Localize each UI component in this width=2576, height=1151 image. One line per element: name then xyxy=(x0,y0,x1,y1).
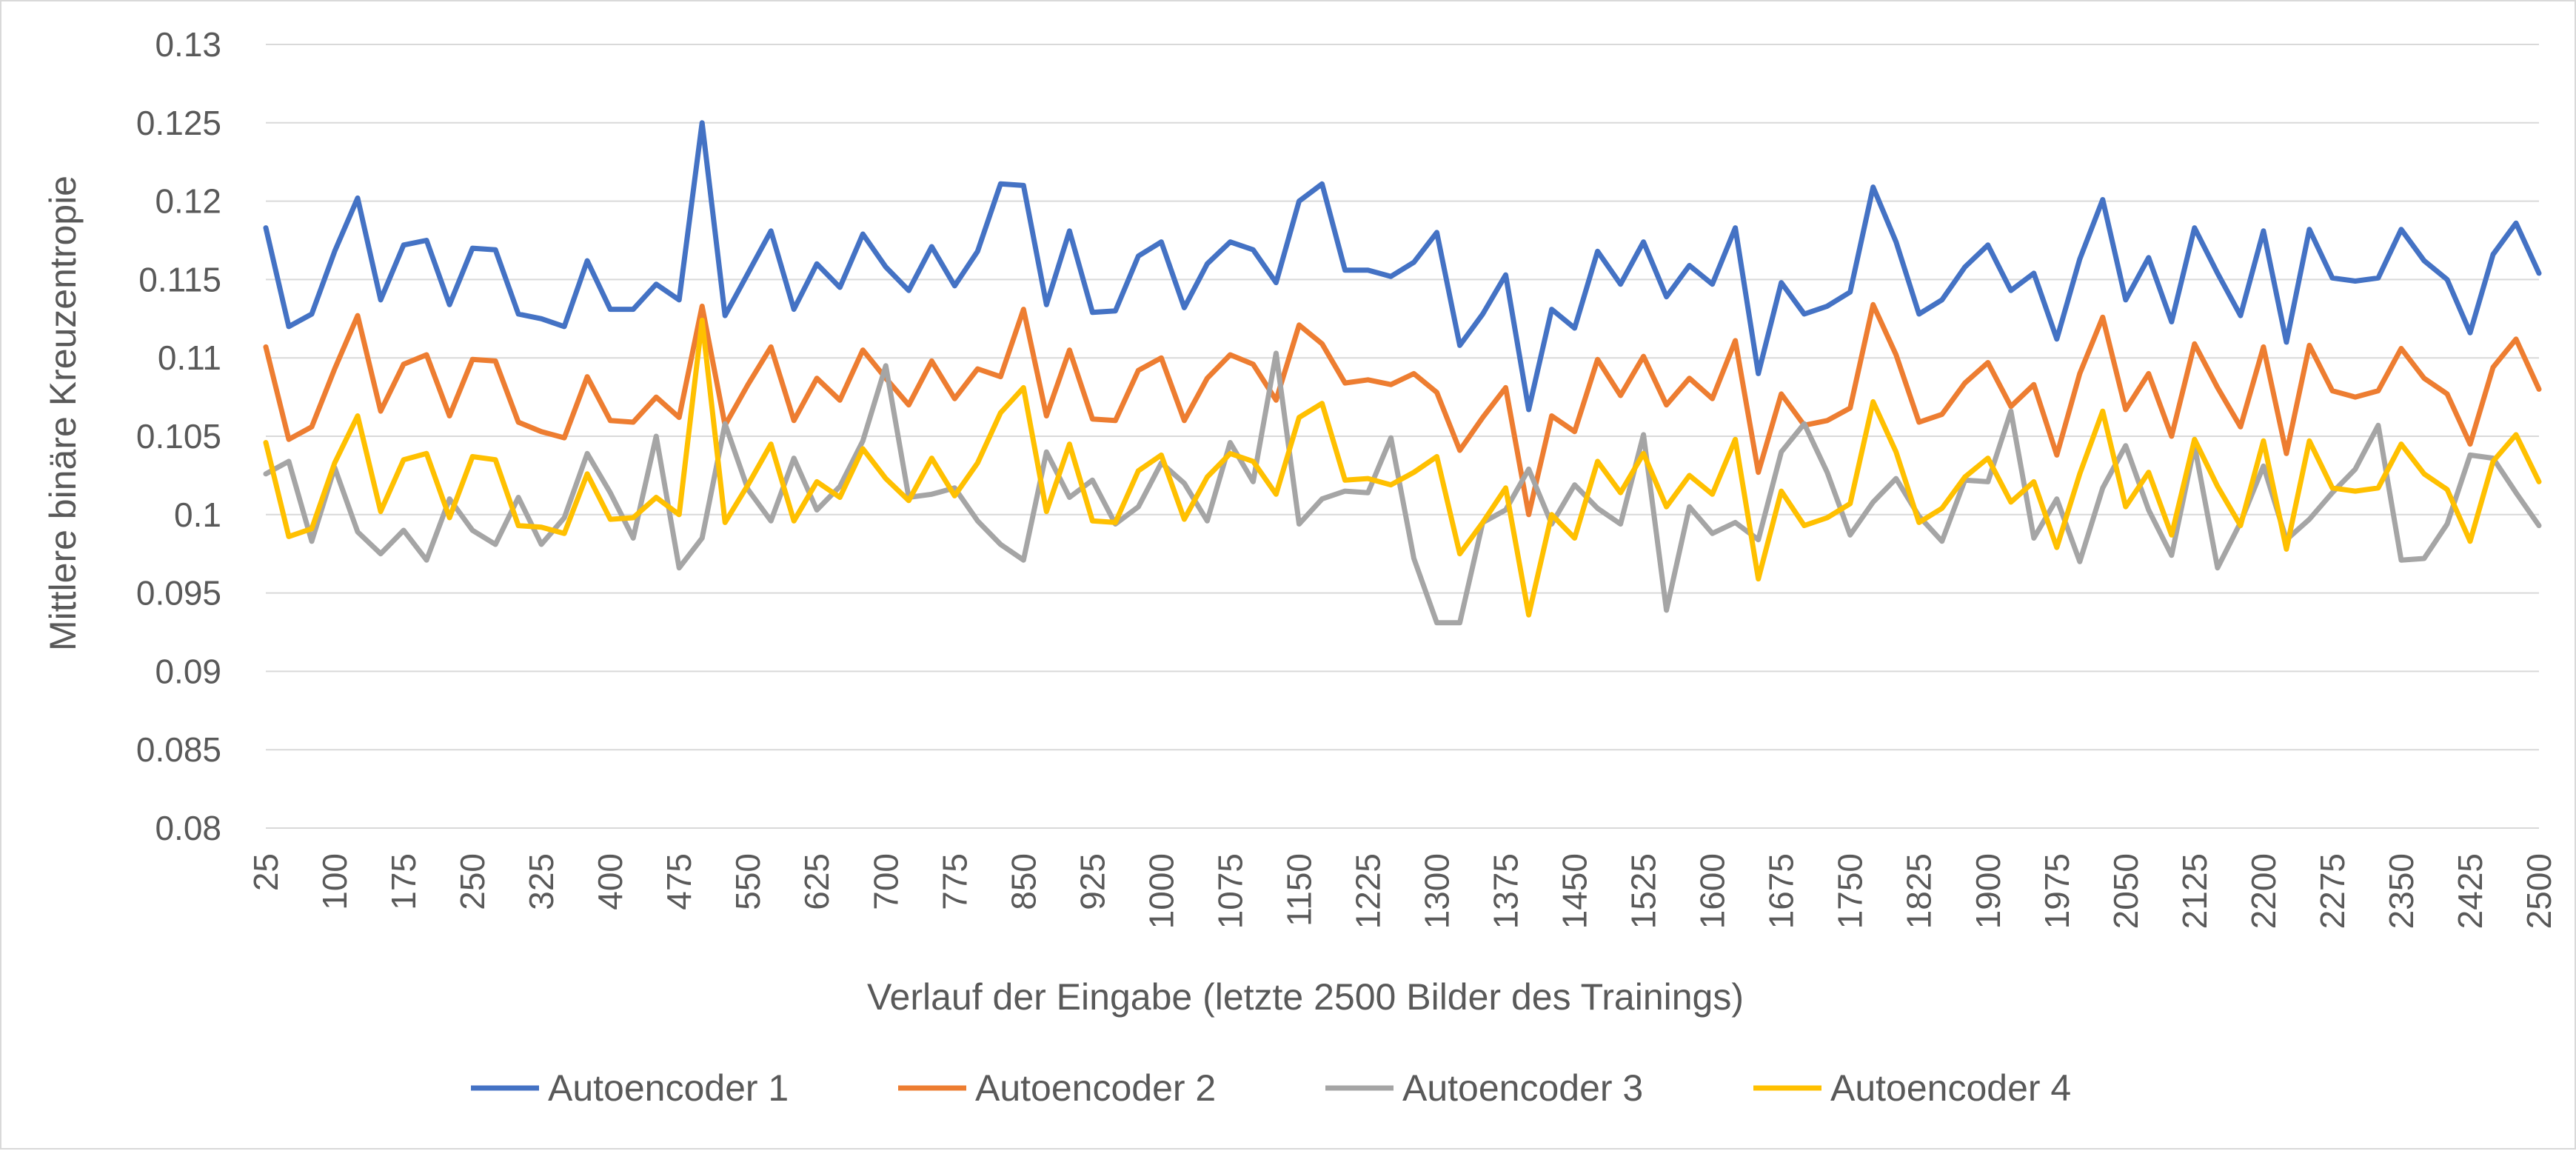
y-axis-title: Mittlere binäre Kreuzentropie xyxy=(42,176,84,651)
x-tick-label: 175 xyxy=(384,853,423,910)
x-tick-label: 1675 xyxy=(1762,853,1801,929)
series-line-autoencoder-1 xyxy=(263,120,2542,413)
x-tick-label: 1975 xyxy=(2038,853,2076,929)
y-tick-label: 0.12 xyxy=(155,182,221,221)
legend-label: Autoencoder 3 xyxy=(1402,1067,1643,1109)
y-tick-label: 0.115 xyxy=(138,260,221,298)
x-tick-label: 2425 xyxy=(2451,853,2489,929)
x-tick-label: 2350 xyxy=(2382,853,2421,929)
series-lines xyxy=(263,120,2542,626)
x-tick-label: 625 xyxy=(797,853,836,910)
x-tick-label: 1000 xyxy=(1142,853,1180,929)
x-tick-label: 325 xyxy=(522,853,561,910)
y-tick-label: 0.11 xyxy=(158,338,221,377)
legend-label: Autoencoder 2 xyxy=(975,1067,1216,1109)
y-axis-ticks: 0.08 0.085 0.09 0.095 0.1 0.105 0.11 0.115 0.12 0… xyxy=(136,25,221,847)
x-tick-label: 1525 xyxy=(1625,853,1663,929)
x-tick-label: 700 xyxy=(866,853,905,910)
x-tick-label: 2050 xyxy=(2107,853,2145,929)
x-tick-label: 550 xyxy=(729,853,767,910)
x-tick-label: 2125 xyxy=(2175,853,2214,929)
x-tick-label: 100 xyxy=(315,853,354,910)
legend-label: Autoencoder 4 xyxy=(1830,1067,2071,1109)
x-tick-label: 2275 xyxy=(2313,853,2352,929)
series-line-autoencoder-2 xyxy=(263,301,2542,518)
x-tick-label: 1150 xyxy=(1279,853,1318,927)
x-tick-label: 400 xyxy=(591,853,629,910)
x-tick-label: 1450 xyxy=(1556,853,1594,929)
x-tick-label: 1750 xyxy=(1831,853,1870,929)
x-tick-label: 925 xyxy=(1073,853,1111,910)
x-tick-label: 1825 xyxy=(1900,853,1938,929)
legend-label: Autoencoder 1 xyxy=(548,1067,789,1109)
x-tick-label: 775 xyxy=(935,853,974,910)
x-tick-label: 850 xyxy=(1004,853,1043,910)
x-tick-label: 1600 xyxy=(1693,853,1732,929)
x-axis-ticks: 25 100 175 250 325 400 475 550 625 700 775 850 925 10… xyxy=(247,853,2558,929)
y-tick-label: 0.13 xyxy=(155,25,221,64)
x-axis-title: Verlauf der Eingabe (letzte 2500 Bilder … xyxy=(867,976,1744,1018)
x-tick-label: 25 xyxy=(247,853,285,891)
x-tick-label: 2500 xyxy=(2520,853,2558,929)
y-tick-label: 0.1 xyxy=(174,496,221,534)
x-tick-label: 1225 xyxy=(1348,853,1387,929)
y-tick-label: 0.095 xyxy=(136,574,221,613)
series-line-autoencoder-4 xyxy=(263,317,2542,618)
gridlines xyxy=(266,44,2539,829)
y-tick-label: 0.09 xyxy=(155,652,221,690)
y-tick-label: 0.105 xyxy=(136,417,221,456)
x-tick-label: 2200 xyxy=(2244,853,2283,929)
x-tick-label: 1900 xyxy=(1969,853,2007,929)
y-tick-label: 0.08 xyxy=(155,809,221,847)
x-tick-label: 475 xyxy=(660,853,698,910)
legend: Autoencoder 1 Autoencoder 2 Autoencoder 3 A… xyxy=(471,1067,2071,1109)
y-tick-label: 0.125 xyxy=(136,104,221,142)
x-tick-label: 1075 xyxy=(1211,853,1249,929)
x-tick-label: 1375 xyxy=(1487,853,1525,929)
x-tick-label: 1300 xyxy=(1418,853,1456,929)
series-line-autoencoder-3 xyxy=(263,350,2542,626)
y-tick-label: 0.085 xyxy=(136,730,221,769)
x-tick-label: 250 xyxy=(453,853,492,910)
